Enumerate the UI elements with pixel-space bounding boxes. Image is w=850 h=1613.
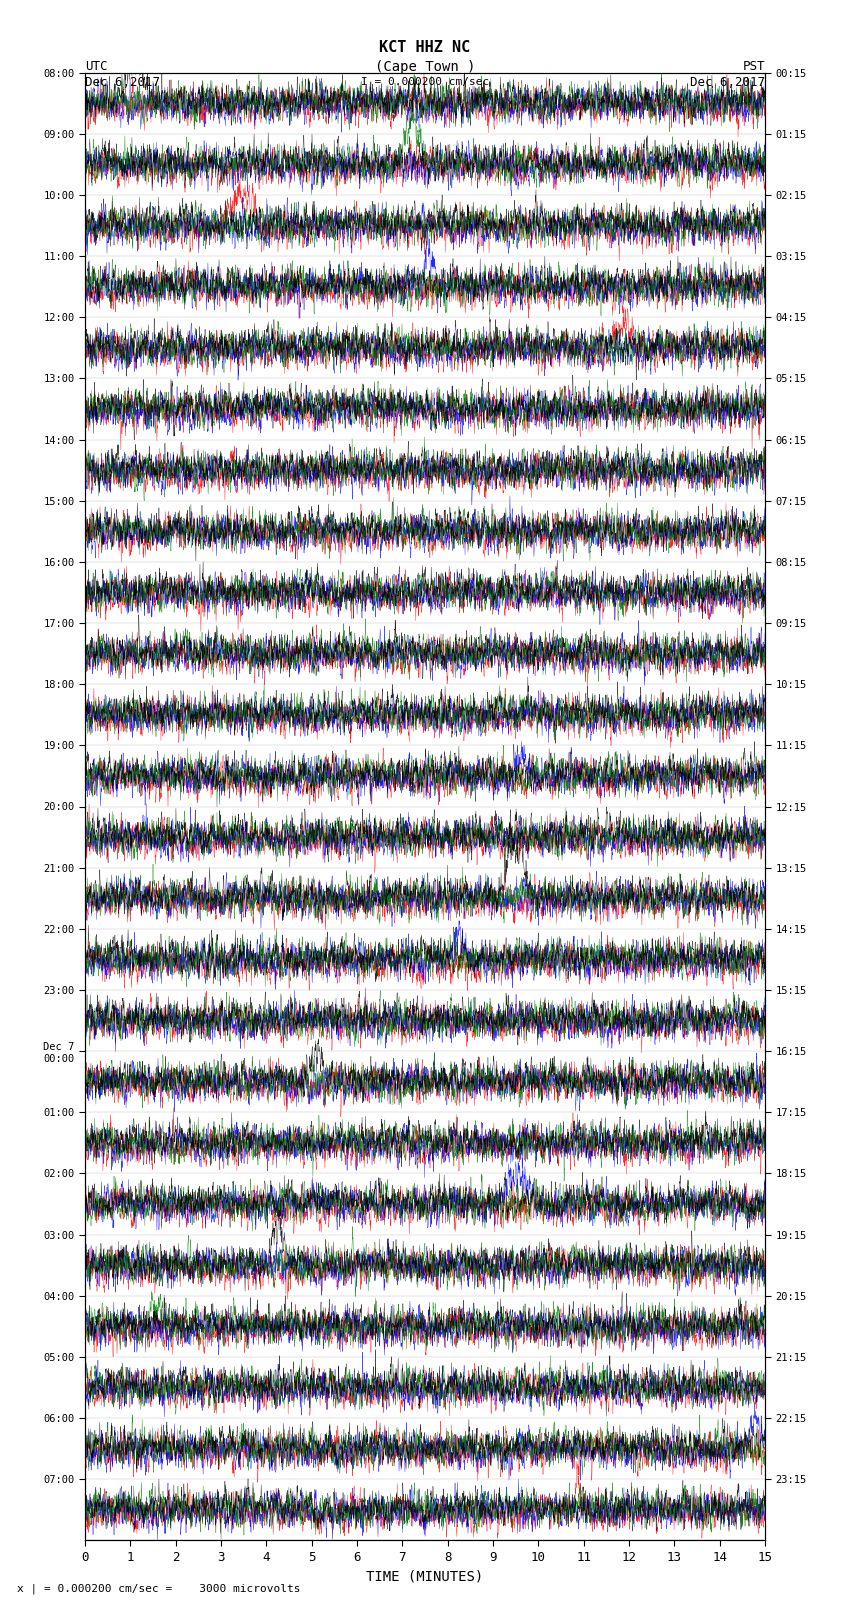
- Text: UTC: UTC: [85, 60, 107, 73]
- Text: (Cape Town ): (Cape Town ): [375, 60, 475, 74]
- Text: PST: PST: [743, 60, 765, 73]
- Text: Dec 6,2017: Dec 6,2017: [85, 76, 160, 89]
- Text: Dec 6,2017: Dec 6,2017: [690, 76, 765, 89]
- X-axis label: TIME (MINUTES): TIME (MINUTES): [366, 1569, 484, 1584]
- Text: x | = 0.000200 cm/sec =    3000 microvolts: x | = 0.000200 cm/sec = 3000 microvolts: [17, 1582, 301, 1594]
- Text: I = 0.000200 cm/sec: I = 0.000200 cm/sec: [361, 77, 489, 87]
- Text: KCT HHZ NC: KCT HHZ NC: [379, 40, 471, 55]
